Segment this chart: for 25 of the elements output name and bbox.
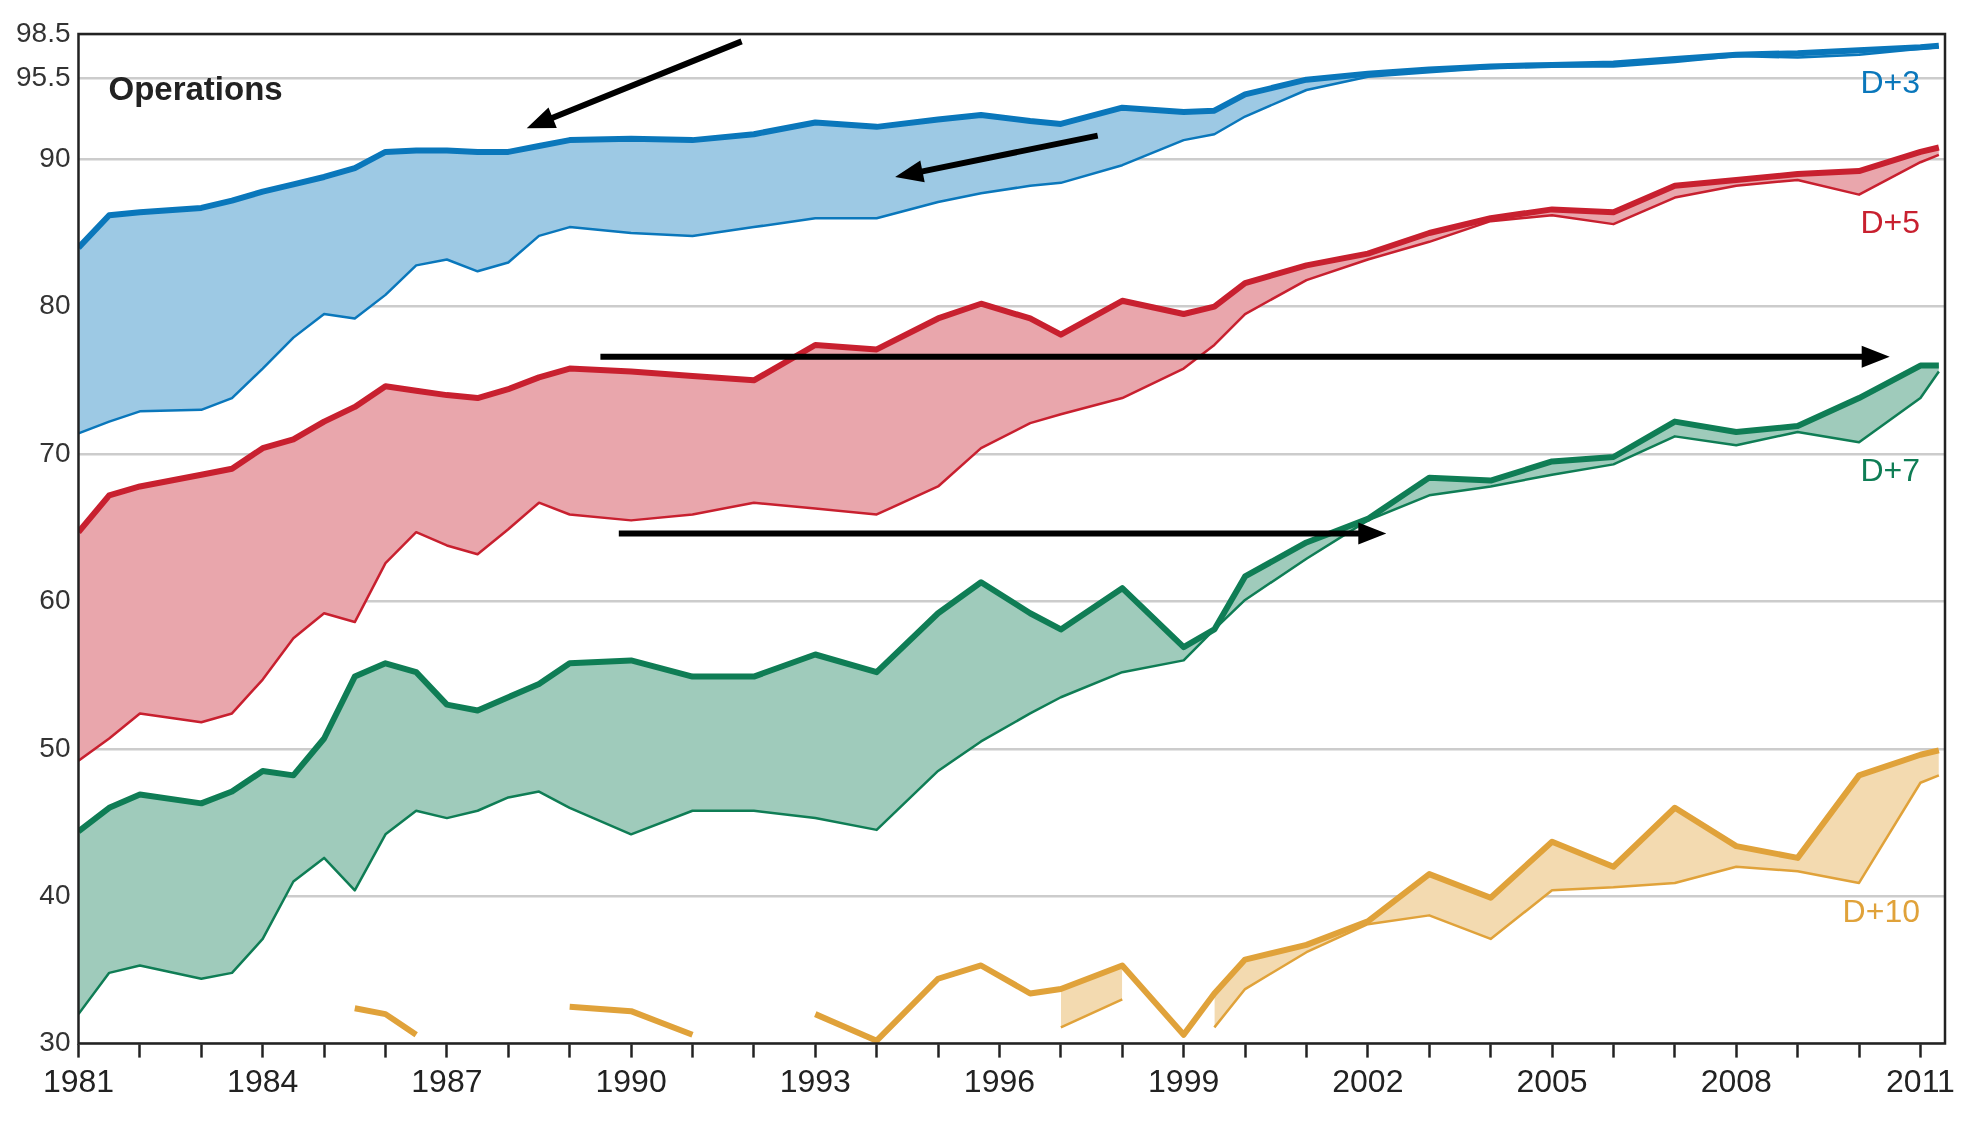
x-tick-label: 1996	[963, 1062, 1036, 1099]
x-tick-label: 1981	[42, 1062, 115, 1099]
y-tick-label: 70	[39, 436, 71, 468]
x-tick-label: 2008	[1700, 1062, 1772, 1099]
y-tick-label: 98.5	[16, 16, 71, 48]
series-label: D+7	[1860, 452, 1920, 489]
x-tick-label: 2005	[1516, 1062, 1588, 1099]
y-tick-label: 60	[39, 584, 71, 616]
x-tick-label: 2011	[1886, 1062, 1955, 1099]
x-tick-label: 1990	[595, 1062, 667, 1099]
y-tick-label: 90	[39, 142, 71, 173]
x-tick-label: 1999	[1148, 1062, 1220, 1099]
y-tick-label: 80	[39, 289, 71, 321]
x-tick-label: 2002	[1332, 1062, 1404, 1099]
series-label: D+5	[1860, 204, 1920, 241]
y-tick-label: 95.5	[16, 60, 71, 92]
text: Operations	[108, 70, 283, 107]
y-tick-label: 50	[39, 731, 71, 763]
x-tick-label: 1984	[227, 1062, 299, 1099]
y-tick-label: 30	[39, 1026, 71, 1058]
series-label: D+3	[1860, 64, 1920, 101]
y-tick-label: 40	[39, 878, 71, 910]
series-label: D+10	[1842, 892, 1920, 929]
x-tick-label: 1993	[779, 1062, 851, 1099]
x-tick-label: 1987	[411, 1062, 483, 1099]
